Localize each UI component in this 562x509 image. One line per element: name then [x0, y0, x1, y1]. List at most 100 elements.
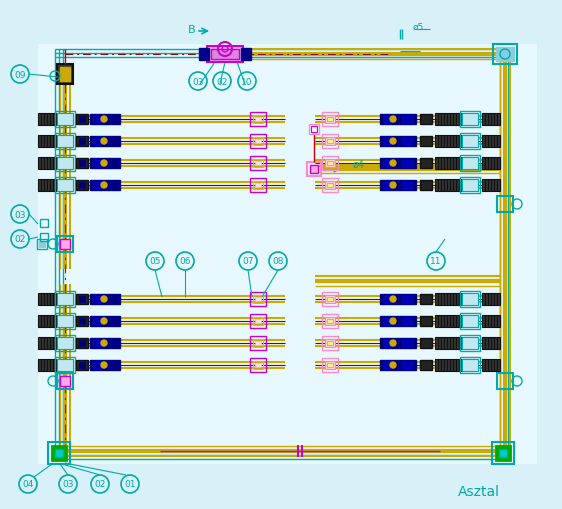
Bar: [447, 158, 450, 169]
Bar: [459, 114, 462, 126]
Circle shape: [101, 183, 107, 189]
Circle shape: [101, 296, 107, 302]
Bar: [398, 317, 416, 326]
Bar: [38, 337, 41, 349]
Bar: [90, 294, 108, 304]
Bar: [250, 135, 266, 149]
Bar: [380, 137, 398, 147]
Bar: [53, 114, 56, 126]
Bar: [494, 180, 497, 191]
Circle shape: [101, 117, 107, 123]
Bar: [76, 115, 88, 125]
Bar: [250, 293, 266, 306]
Bar: [76, 360, 88, 370]
Bar: [438, 136, 441, 148]
Bar: [255, 297, 261, 301]
Bar: [438, 359, 441, 371]
Bar: [48, 442, 70, 464]
Bar: [322, 336, 338, 350]
Bar: [44, 359, 47, 371]
Bar: [327, 363, 333, 367]
Bar: [93, 161, 105, 166]
Bar: [444, 180, 447, 191]
Text: B: B: [188, 25, 196, 35]
Bar: [255, 184, 261, 188]
Bar: [38, 136, 41, 148]
Bar: [491, 359, 494, 371]
Bar: [380, 360, 398, 370]
Bar: [41, 158, 44, 169]
Text: 03: 03: [192, 77, 204, 87]
Bar: [456, 293, 459, 305]
Bar: [47, 359, 50, 371]
Circle shape: [390, 318, 396, 324]
Bar: [491, 293, 494, 305]
Bar: [401, 296, 413, 302]
Circle shape: [390, 362, 396, 369]
Bar: [488, 293, 491, 305]
Bar: [57, 180, 73, 191]
Bar: [79, 318, 85, 324]
Bar: [60, 376, 70, 386]
Circle shape: [101, 318, 107, 324]
Bar: [401, 362, 413, 369]
Bar: [79, 183, 85, 189]
Bar: [482, 180, 485, 191]
Bar: [485, 114, 488, 126]
Bar: [460, 156, 480, 172]
Bar: [50, 337, 53, 349]
Bar: [485, 180, 488, 191]
Bar: [76, 137, 88, 147]
Circle shape: [390, 183, 396, 189]
Bar: [322, 315, 338, 328]
Bar: [255, 162, 261, 165]
Bar: [444, 293, 447, 305]
Bar: [325, 295, 335, 303]
Bar: [47, 114, 50, 126]
Bar: [325, 340, 335, 347]
Bar: [488, 136, 491, 148]
Bar: [90, 115, 108, 125]
Bar: [459, 136, 462, 148]
Bar: [488, 114, 491, 126]
Bar: [55, 156, 75, 172]
Bar: [459, 158, 462, 169]
Bar: [55, 292, 75, 307]
Bar: [494, 316, 497, 327]
Bar: [47, 337, 50, 349]
Bar: [57, 158, 73, 169]
Bar: [38, 180, 41, 191]
Bar: [55, 112, 75, 128]
Bar: [494, 136, 497, 148]
Bar: [211, 50, 239, 60]
Bar: [250, 358, 266, 372]
Bar: [41, 180, 44, 191]
Bar: [435, 337, 438, 349]
Bar: [459, 293, 462, 305]
Bar: [325, 160, 335, 167]
Bar: [462, 359, 478, 371]
Bar: [438, 337, 441, 349]
Bar: [444, 158, 447, 169]
Bar: [93, 362, 105, 369]
Bar: [55, 178, 75, 193]
Bar: [494, 337, 497, 349]
Bar: [398, 360, 416, 370]
Bar: [450, 136, 453, 148]
Bar: [325, 138, 335, 146]
Bar: [497, 196, 513, 213]
Bar: [327, 140, 333, 144]
Bar: [441, 359, 444, 371]
Bar: [76, 159, 88, 168]
Bar: [383, 296, 395, 302]
Circle shape: [101, 139, 107, 145]
Bar: [435, 136, 438, 148]
Bar: [420, 338, 432, 348]
Bar: [420, 294, 432, 304]
Bar: [55, 314, 75, 329]
Bar: [90, 181, 108, 191]
Bar: [322, 179, 338, 192]
Bar: [253, 318, 263, 325]
Circle shape: [101, 161, 107, 166]
Bar: [108, 360, 120, 370]
